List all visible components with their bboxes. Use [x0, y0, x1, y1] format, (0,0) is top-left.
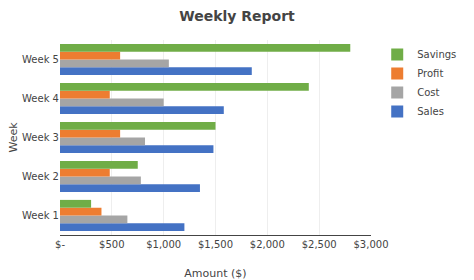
svg-text:$1,000: $1,000 [146, 239, 181, 250]
svg-text:Week 5: Week 5 [22, 54, 59, 65]
svg-text:$-: $- [55, 239, 65, 250]
svg-text:$2,000: $2,000 [250, 239, 285, 250]
svg-text:Week 2: Week 2 [22, 171, 59, 182]
svg-text:Amount ($): Amount ($) [184, 267, 246, 280]
svg-text:Week 1: Week 1 [22, 210, 59, 221]
svg-text:Week 3: Week 3 [22, 132, 59, 143]
svg-text:$1,500: $1,500 [198, 239, 233, 250]
svg-text:$3,000: $3,000 [354, 239, 389, 250]
svg-text:$2,500: $2,500 [302, 239, 337, 250]
svg-text:Week 4: Week 4 [22, 93, 59, 104]
svg-text:Week: Week [7, 122, 20, 153]
svg-text:$500: $500 [99, 239, 124, 250]
svg-text:Savings: Savings [417, 49, 456, 60]
svg-text:Profit: Profit [417, 68, 443, 79]
svg-text:Cost: Cost [417, 87, 439, 98]
svg-text:Sales: Sales [417, 106, 444, 117]
svg-text:Weekly Report: Weekly Report [179, 8, 295, 24]
